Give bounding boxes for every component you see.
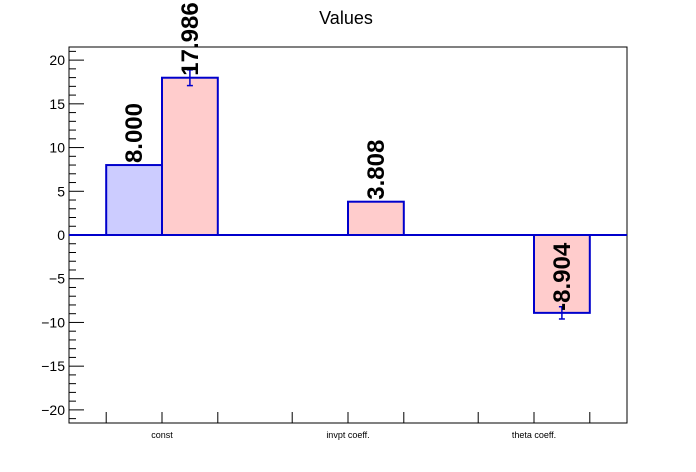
bar <box>105 164 163 236</box>
y-tick-label: 15 <box>49 96 65 112</box>
y-tick-label: −5 <box>49 271 65 287</box>
data-label: 17.986 <box>177 2 204 75</box>
data-label: 3.808 <box>363 140 390 200</box>
y-tick-label: −20 <box>41 402 65 418</box>
x-category-label: theta coeff. <box>512 430 556 440</box>
chart-title: Values <box>319 8 373 28</box>
data-label: 8.000 <box>121 103 148 163</box>
y-tick-label: −15 <box>41 358 65 374</box>
data-label: -8.904 <box>549 242 576 311</box>
y-tick-label: 0 <box>57 227 65 243</box>
y-tick-label: 10 <box>49 140 65 156</box>
y-tick-label: 5 <box>57 183 65 199</box>
y-tick-label: −10 <box>41 314 65 330</box>
y-tick-label: 20 <box>49 52 65 68</box>
bar <box>347 200 405 236</box>
bar <box>161 76 219 236</box>
x-category-label: invpt coeff. <box>326 430 369 440</box>
x-category-label: const <box>151 430 173 440</box>
